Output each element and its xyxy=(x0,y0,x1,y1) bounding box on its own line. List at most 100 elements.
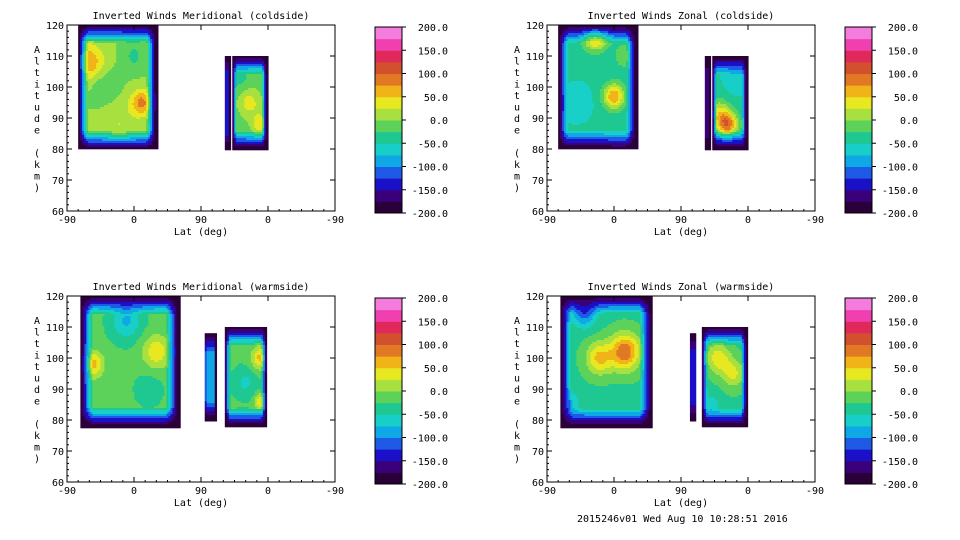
contour-cell xyxy=(78,111,81,114)
contour-cell xyxy=(142,65,145,68)
contour-cell xyxy=(86,133,89,136)
contour-cell xyxy=(108,37,111,40)
contour-cell xyxy=(594,59,597,62)
contour-cell xyxy=(232,146,235,149)
contour-cell xyxy=(612,75,615,78)
contour-cell xyxy=(84,119,87,122)
contour-cell xyxy=(82,25,85,28)
contour-cell xyxy=(98,33,101,36)
contour-cell xyxy=(132,51,135,54)
contour-cell xyxy=(612,27,615,30)
contour-cell xyxy=(232,110,235,113)
contour-cell xyxy=(262,122,265,125)
contour-cell xyxy=(80,75,83,78)
contour-cell xyxy=(626,79,629,82)
contour-cell xyxy=(110,37,113,40)
contour-cell xyxy=(124,95,127,98)
contour-cell xyxy=(126,145,129,148)
contour-cell xyxy=(126,137,129,140)
contour-cell xyxy=(582,51,585,54)
contour-cell xyxy=(80,133,83,136)
contour-cell xyxy=(100,111,103,114)
contour-cell xyxy=(124,51,127,54)
contour-cell xyxy=(250,142,253,145)
contour-cell xyxy=(620,75,623,78)
contour-cell xyxy=(232,118,235,121)
contour-cell xyxy=(100,93,103,96)
contour-cell xyxy=(626,41,629,44)
contour-cell xyxy=(134,91,137,94)
contour-cell xyxy=(594,53,597,56)
contour-cell xyxy=(100,31,103,34)
contour-cell xyxy=(578,61,581,64)
contour-cell xyxy=(266,126,269,129)
contour-cell xyxy=(586,53,589,56)
contour-cell xyxy=(254,70,257,73)
contour-cell xyxy=(610,35,613,38)
contour-cell xyxy=(252,84,255,87)
contour-cell xyxy=(104,95,107,98)
contour-cell xyxy=(156,55,159,58)
contour-cell xyxy=(236,126,239,129)
contour-cell xyxy=(150,35,153,38)
contour-cell xyxy=(622,63,625,66)
contour-cell xyxy=(252,58,255,61)
contour-cell xyxy=(132,77,135,80)
contour-cell xyxy=(150,143,153,146)
contour-cell xyxy=(612,91,615,94)
contour-cell xyxy=(574,81,577,84)
contour-cell xyxy=(612,69,615,72)
contour-cell xyxy=(148,95,151,98)
contour-cell xyxy=(138,117,141,120)
contour-cell xyxy=(634,75,637,78)
contour-cell xyxy=(244,94,247,97)
contour-cell xyxy=(636,39,639,42)
contour-cell xyxy=(248,66,251,69)
contour-cell xyxy=(562,81,565,84)
contour-cell xyxy=(252,140,255,143)
contour-cell xyxy=(238,102,241,105)
contour-cell xyxy=(582,61,585,64)
contour-cell xyxy=(238,106,241,109)
contour-cell xyxy=(98,77,101,80)
contour-cell xyxy=(568,51,571,54)
contour-cell xyxy=(636,63,639,66)
contour-cell xyxy=(94,57,97,60)
contour-cell xyxy=(152,127,155,130)
contour-cell xyxy=(244,110,247,113)
contour-cell xyxy=(226,84,230,87)
contour-cell xyxy=(570,75,573,78)
contour-cell xyxy=(130,129,133,132)
contour-cell xyxy=(80,115,83,118)
contour-cell xyxy=(616,67,619,70)
contour-cell xyxy=(112,107,115,110)
contour-cell xyxy=(254,122,257,125)
contour-cell xyxy=(590,83,593,86)
contour-cell xyxy=(104,59,107,62)
colorbar: 200.0150.0100.050.00.0-50.0-100.0-150.0-… xyxy=(374,23,448,220)
contour-cell xyxy=(232,130,235,133)
contour-cell xyxy=(244,70,247,73)
contour-cell xyxy=(126,75,129,78)
contour-cell xyxy=(256,90,259,93)
contour-cell xyxy=(144,139,147,142)
contour-cell xyxy=(112,25,115,28)
contour-cell xyxy=(240,104,243,107)
contour-cell xyxy=(140,73,143,76)
contour-cell xyxy=(236,80,239,83)
contour-cell xyxy=(114,29,117,32)
contour-cell xyxy=(86,27,89,30)
contour-cell xyxy=(136,71,139,74)
contour-cell xyxy=(132,103,135,106)
contour-cell xyxy=(118,65,121,68)
contour-cell xyxy=(238,72,241,75)
contour-cell xyxy=(624,69,627,72)
contour-cell xyxy=(250,146,253,149)
contour-cell xyxy=(602,73,605,76)
contour-cell xyxy=(106,131,109,134)
contour-cell xyxy=(630,87,633,90)
contour-cell xyxy=(240,142,243,145)
contour-cell xyxy=(242,116,245,119)
contour-cell xyxy=(114,139,117,142)
contour-cell xyxy=(152,125,155,128)
